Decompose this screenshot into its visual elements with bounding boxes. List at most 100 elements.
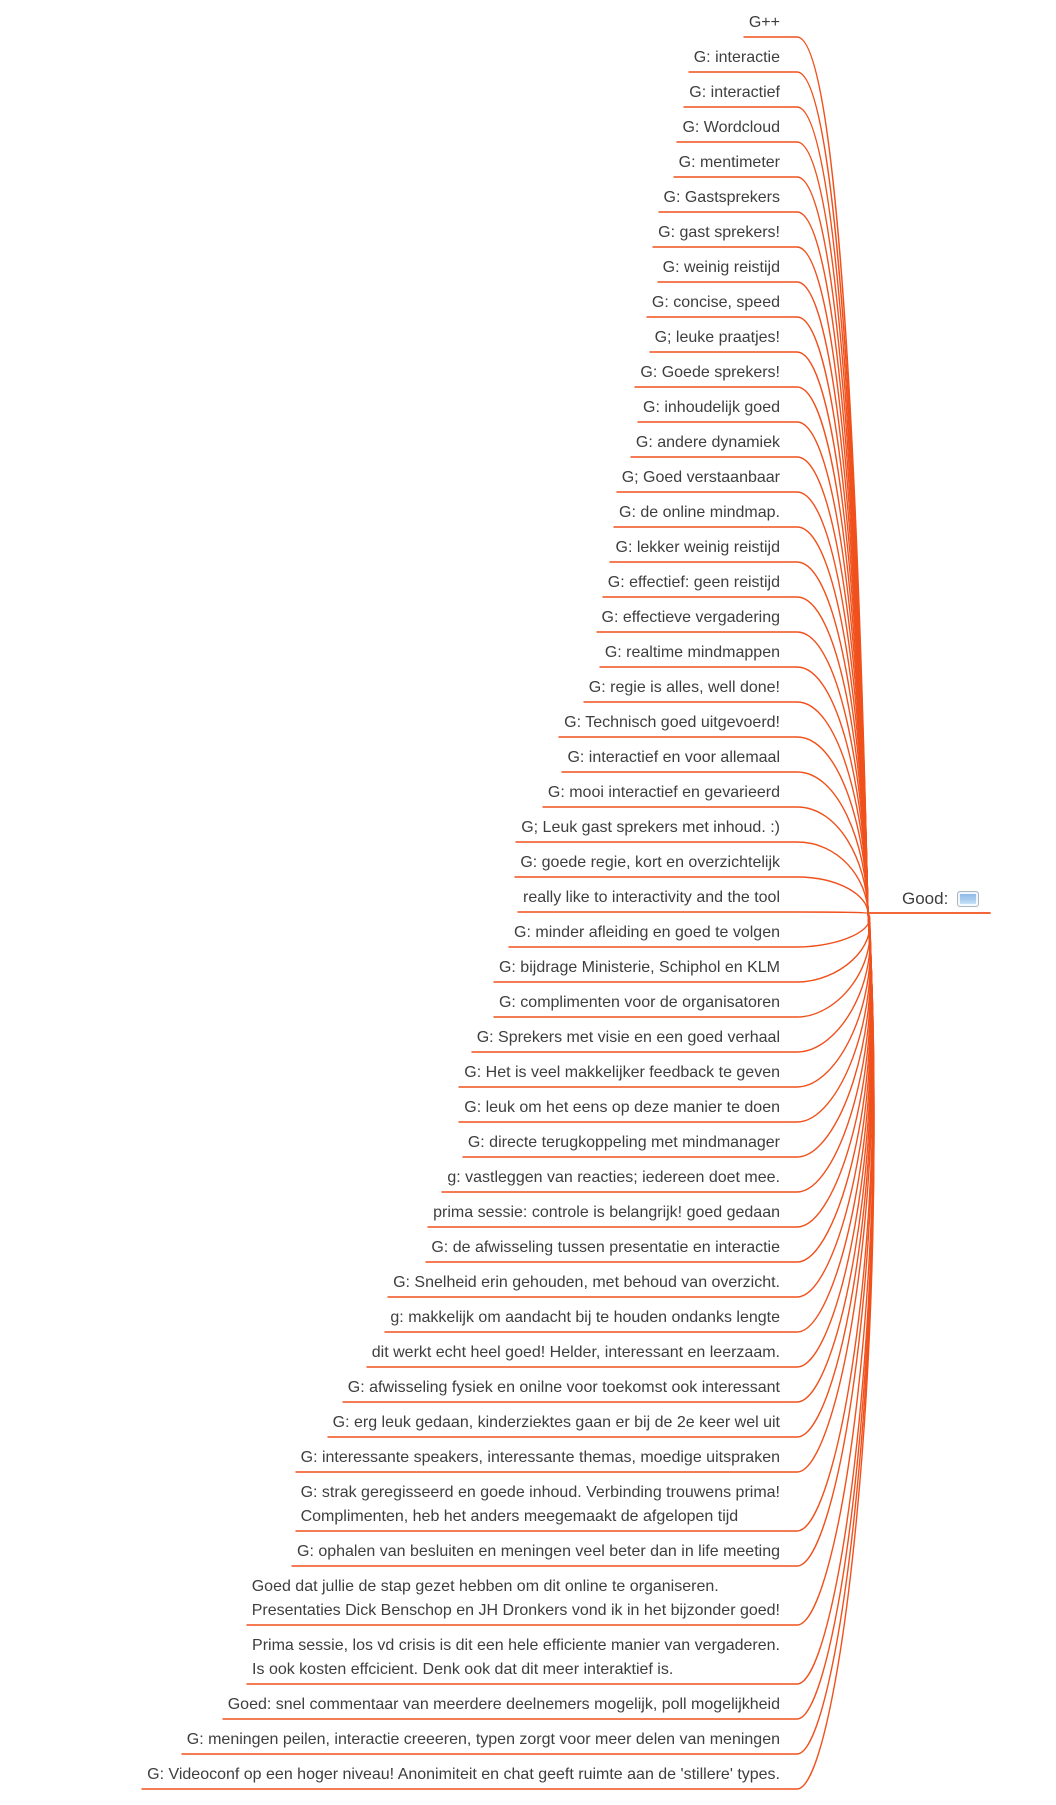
mindmap-topic[interactable]: G: lekker weinig reistijd [616, 536, 781, 560]
mindmap-topic[interactable]: G++ [749, 11, 780, 35]
mindmap-topic[interactable]: G: Sprekers met visie en een goed verhaa… [477, 1026, 780, 1050]
mindmap-topic[interactable]: G: ophalen van besluiten en meningen vee… [297, 1540, 780, 1564]
mindmap-topic[interactable]: G: goede regie, kort en overzichtelijk [520, 851, 780, 875]
topic-line: Goed: snel commentaar van meerdere deeln… [227, 1696, 780, 1713]
topic-line: G: ophalen van besluiten en meningen vee… [297, 1543, 780, 1560]
mindmap-topic[interactable]: g: vastleggen van reacties; iedereen doe… [447, 1166, 780, 1190]
root-topic-label: Good: [902, 889, 949, 908]
topic-line: G++ [748, 14, 780, 31]
topic-line: G: effectief: geen reistijd [607, 574, 780, 591]
mindmap-topic[interactable]: g: makkelijk om aandacht bij te houden o… [390, 1306, 780, 1330]
mindmap-topic[interactable]: G: Snelheid erin gehouden, met behoud va… [393, 1271, 780, 1295]
mindmap-topic[interactable]: G: complimenten voor de organisatoren [499, 991, 780, 1015]
mindmap-topic[interactable]: G: andere dynamiek [636, 431, 780, 455]
mindmap-topic[interactable]: Prima sessie, los vd crisis is dit een h… [252, 1634, 780, 1682]
topic-line: G: interessante speakers, interessante t… [300, 1449, 780, 1466]
topic-line: G: strak geregisseerd en goede inhoud. V… [300, 1484, 780, 1501]
topic-line: Complimenten, heb het anders meegemaakt … [300, 1508, 739, 1525]
mindmap-topic[interactable]: G: mooi interactief en gevarieerd [548, 781, 780, 805]
branch-line [515, 841, 869, 914]
mindmap-topic[interactable]: G: de online mindmap. [619, 501, 780, 525]
topic-line: G: Gastsprekers [663, 189, 780, 206]
mindmap-topic[interactable]: G: interessante speakers, interessante t… [301, 1446, 780, 1470]
branch-line [561, 771, 869, 914]
topic-line: G: mooi interactief en gevarieerd [547, 784, 780, 801]
topic-line: G: de afwisseling tussen presentatie en … [431, 1239, 780, 1256]
topic-line: Goed dat jullie de stap gezet hebben om … [251, 1578, 719, 1595]
mindmap-topic[interactable]: G; Goed verstaanbaar [622, 466, 780, 490]
branch-line [514, 876, 869, 914]
topic-line: Is ook kosten effcicient. Denk ook dat d… [252, 1661, 674, 1678]
mindmap-topic[interactable]: G: regie is alles, well done! [589, 676, 780, 700]
topic-line: G: Videoconf op een hoger niveau! Anonim… [147, 1766, 780, 1783]
mindmap-topic[interactable]: G: de afwisseling tussen presentatie en … [431, 1236, 780, 1260]
mindmap-topic[interactable]: G: interactief [689, 81, 780, 105]
mindmap-topic[interactable]: G: inhoudelijk goed [643, 396, 780, 420]
topic-line: G: mentimeter [678, 154, 780, 171]
mindmap-topic[interactable]: G: Wordcloud [682, 116, 780, 140]
mindmap-topic[interactable]: G: Goede sprekers! [640, 361, 780, 385]
topic-line: G: andere dynamiek [635, 434, 780, 451]
topic-line: G: lekker weinig reistijd [615, 539, 781, 556]
mindmap-topic[interactable]: G: leuk om het eens op deze manier te do… [464, 1096, 780, 1120]
mindmap-topic[interactable]: G: interactief en voor allemaal [567, 746, 780, 770]
mindmap-topic[interactable]: G: concise, speed [652, 291, 780, 315]
topic-line: G: interactie [693, 49, 780, 66]
topic-line: Prima sessie, los vd crisis is dit een h… [252, 1637, 780, 1654]
branch-line [141, 912, 875, 1790]
topic-line: g: makkelijk om aandacht bij te houden o… [390, 1309, 780, 1326]
mindmap-topic[interactable]: dit werkt echt heel goed! Helder, intere… [372, 1341, 780, 1365]
mindmap-topic[interactable]: G: effectieve vergadering [602, 606, 780, 630]
mindmap-topic[interactable]: G: Het is veel makkelijker feedback te g… [464, 1061, 780, 1085]
mindmap-topic[interactable]: G: erg leuk gedaan, kinderziektes gaan e… [333, 1411, 780, 1435]
mindmap-topic[interactable]: G: Technisch goed uitgevoerd! [564, 711, 780, 735]
topic-line: G: meningen peilen, interactie creeeren,… [186, 1731, 780, 1748]
topic-line: really like to interactivity and the too… [522, 889, 780, 906]
topic-line: G: weinig reistijd [662, 259, 780, 276]
mindmap-topic[interactable]: G: minder afleiding en goed te volgen [514, 921, 780, 945]
topic-line: G; leuke praatjes! [654, 329, 780, 346]
notes-icon[interactable] [957, 891, 980, 907]
mindmap-topic[interactable]: G: effectief: geen reistijd [608, 571, 780, 595]
topic-line: G: regie is alles, well done! [588, 679, 780, 696]
topic-line: G: directe terugkoppeling met mindmanage… [467, 1134, 780, 1151]
topic-line: G: Snelheid erin gehouden, met behoud va… [393, 1274, 780, 1291]
topic-line: Presentaties Dick Benschop en JH Dronker… [251, 1602, 780, 1619]
topic-line: G: Wordcloud [682, 119, 780, 136]
topic-line: G; Goed verstaanbaar [621, 469, 780, 486]
mindmap-topic[interactable]: G: Gastsprekers [664, 186, 780, 210]
mindmap-topic[interactable]: G: mentimeter [679, 151, 780, 175]
topic-line: g: vastleggen van reacties; iedereen doe… [447, 1169, 780, 1186]
topic-line: G: Sprekers met visie en een goed verhaa… [476, 1029, 780, 1046]
mindmap-topic[interactable]: G: strak geregisseerd en goede inhoud. V… [301, 1481, 780, 1529]
mindmap-topic[interactable]: G: directe terugkoppeling met mindmanage… [468, 1131, 780, 1155]
topic-line: G: bijdrage Ministerie, Schiphol en KLM [498, 959, 780, 976]
mindmap-topic[interactable]: G: Videoconf op een hoger niveau! Anonim… [147, 1763, 780, 1787]
mindmap-topic[interactable]: G: realtime mindmappen [605, 641, 780, 665]
branch-line [542, 806, 869, 914]
topic-line: prima sessie: controle is belangrijk! go… [433, 1204, 780, 1221]
topic-line: G: Goede sprekers! [640, 364, 780, 381]
mindmap-topic[interactable]: really like to interactivity and the too… [523, 886, 780, 910]
mindmap-topic[interactable]: G: meningen peilen, interactie creeeren,… [187, 1728, 780, 1752]
branch-line [517, 911, 869, 914]
topic-line: G: leuk om het eens op deze manier te do… [464, 1099, 780, 1116]
topic-line: G: afwisseling fysiek en onilne voor toe… [347, 1379, 780, 1396]
topic-line: G: complimenten voor de organisatoren [498, 994, 780, 1011]
mindmap-topic[interactable]: Goed: snel commentaar van meerdere deeln… [228, 1693, 780, 1717]
mindmap-topic[interactable]: G: bijdrage Ministerie, Schiphol en KLM [499, 956, 780, 980]
topic-line: G: gast sprekers! [658, 224, 780, 241]
mindmap-topic[interactable]: G: afwisseling fysiek en onilne voor toe… [348, 1376, 780, 1400]
mindmap-topic[interactable]: G; leuke praatjes! [655, 326, 780, 350]
mindmap-topic[interactable]: prima sessie: controle is belangrijk! go… [433, 1201, 780, 1225]
root-topic[interactable]: Good: [902, 887, 980, 911]
mindmap-topic[interactable]: Goed dat jullie de stap gezet hebben om … [252, 1575, 780, 1623]
mindmap-topic[interactable]: G; Leuk gast sprekers met inhoud. :) [521, 816, 780, 840]
topic-line: G: de online mindmap. [619, 504, 780, 521]
mindmap-topic[interactable]: G: gast sprekers! [658, 221, 780, 245]
mindmap-topic[interactable]: G: interactie [694, 46, 780, 70]
topic-line: G: Het is veel makkelijker feedback te g… [464, 1064, 780, 1081]
mindmap-topic[interactable]: G: weinig reistijd [663, 256, 780, 280]
topic-line: G: minder afleiding en goed te volgen [514, 924, 780, 941]
